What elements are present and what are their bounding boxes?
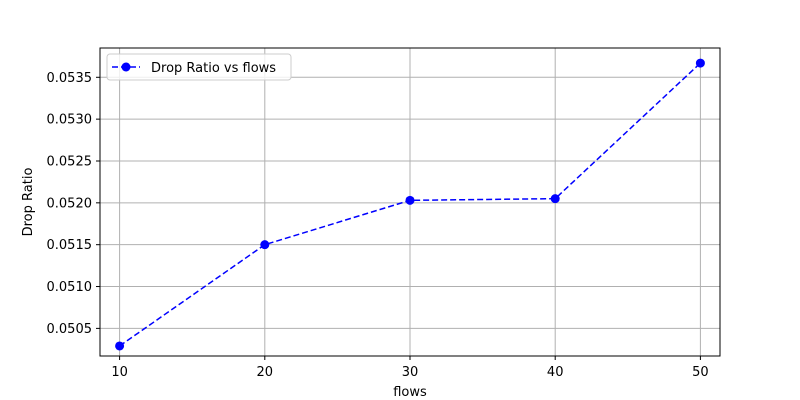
x-axis-ticks: 10 20 30 40 50 — [111, 356, 709, 380]
x-tick-label: 10 — [111, 365, 128, 380]
y-axis-ticks: 0.0505 0.0510 0.0515 0.0520 0.0525 0.0530 0.05… — [47, 71, 100, 337]
y-tick-label: 0.0505 — [47, 322, 93, 337]
series-layer — [115, 58, 705, 351]
x-tick-label: 20 — [257, 365, 274, 380]
data-point — [405, 195, 415, 205]
data-point — [695, 58, 705, 68]
legend-box — [106, 53, 292, 81]
legend: Drop Ratio vs flows — [106, 53, 292, 81]
data-point — [260, 240, 270, 250]
x-tick-label: 50 — [692, 365, 709, 380]
y-tick-label: 0.0515 — [47, 238, 93, 253]
legend-label: Drop Ratio vs flows — [151, 61, 276, 76]
y-tick-label: 0.0530 — [47, 113, 93, 128]
data-point — [115, 341, 125, 351]
y-tick-label: 0.0520 — [47, 196, 93, 211]
y-tick-label: 0.0525 — [47, 154, 93, 169]
x-axis-label: flows — [393, 385, 427, 400]
y-axis-label: Drop Ratio — [21, 168, 36, 237]
x-tick-label: 30 — [402, 365, 419, 380]
legend-marker-swatch — [121, 62, 131, 72]
x-tick-label: 40 — [547, 365, 564, 380]
y-tick-label: 0.0535 — [47, 71, 93, 86]
y-tick-label: 0.0510 — [47, 280, 93, 295]
data-point — [550, 194, 560, 204]
